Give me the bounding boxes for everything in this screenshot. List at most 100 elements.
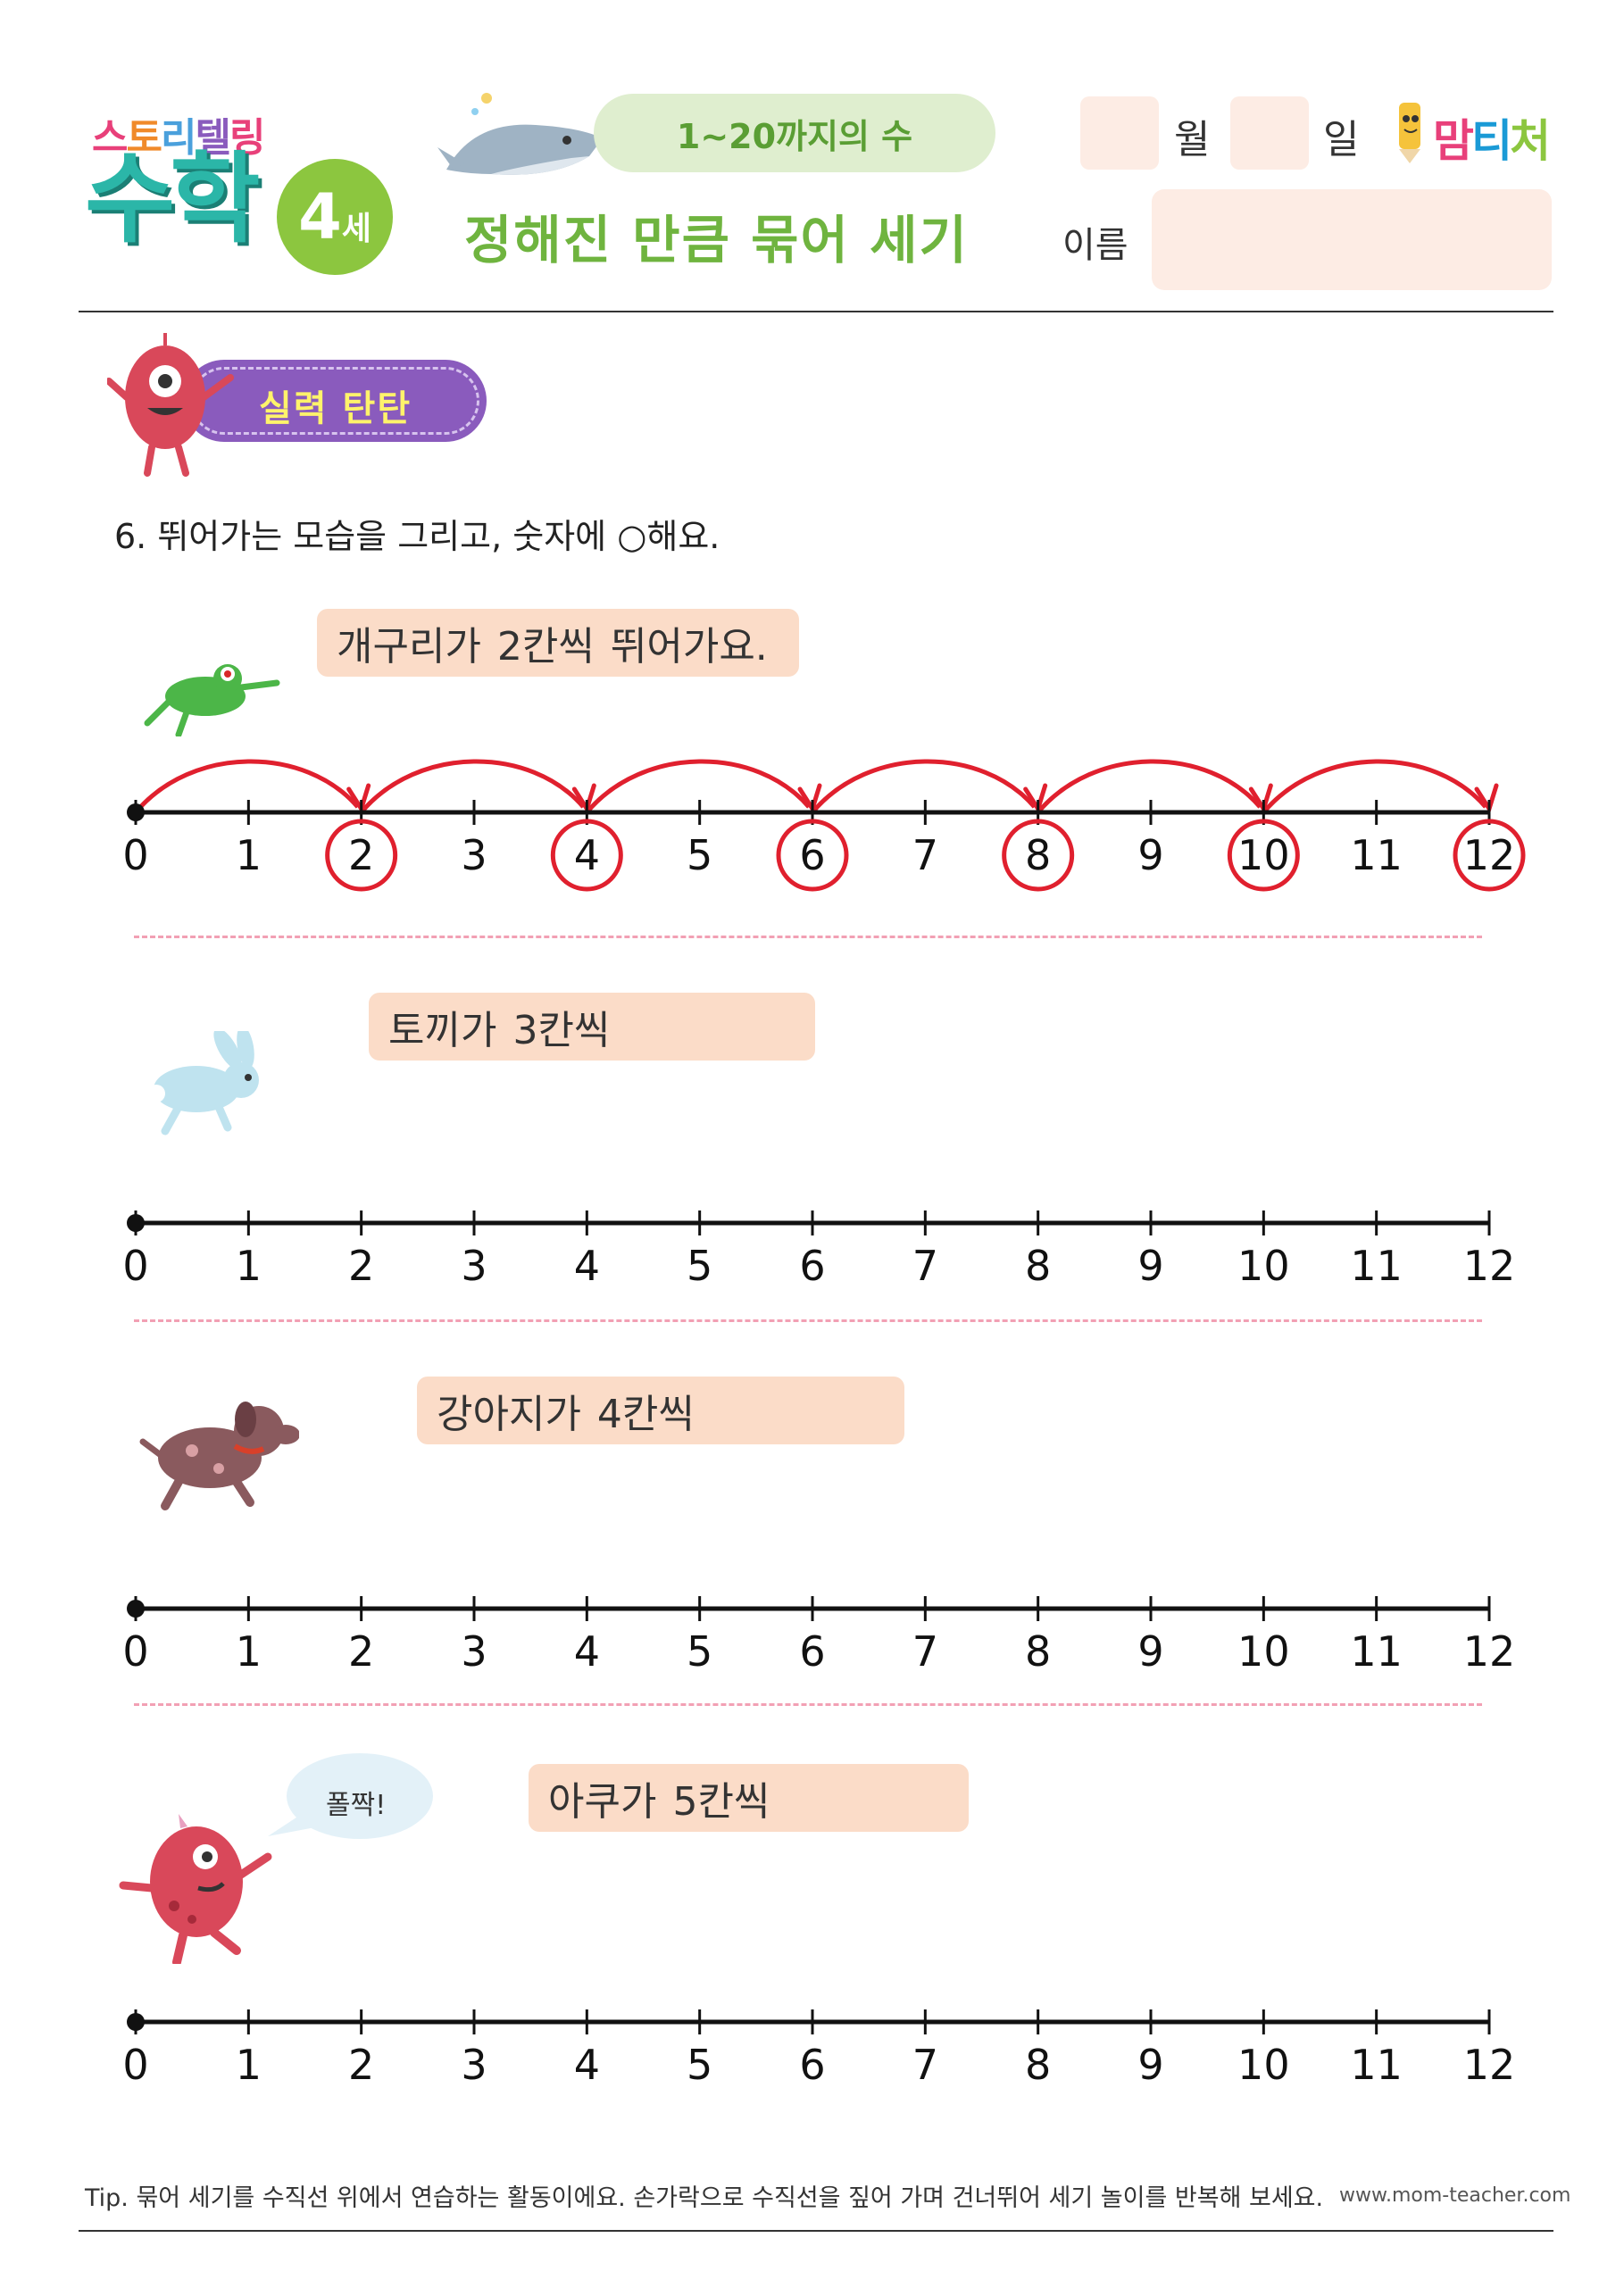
tick-label[interactable]: 11 <box>1350 831 1403 879</box>
circle-symbol: ○ <box>617 517 647 556</box>
tick-label[interactable]: 0 <box>122 2041 148 2089</box>
hop-arc <box>134 759 360 814</box>
tick-label[interactable]: 2 <box>348 2041 374 2089</box>
tick-label[interactable]: 2 <box>348 831 374 879</box>
publisher-logo: 맘티처 <box>1433 105 1551 170</box>
tick-label[interactable]: 9 <box>1137 1627 1163 1676</box>
tick-label[interactable]: 11 <box>1350 1627 1403 1676</box>
instruction: 6. 뛰어가는 모습을 그리고, 숫자에 ○해요. <box>114 509 720 558</box>
tick-label[interactable]: 0 <box>122 1242 148 1290</box>
section-label: 실력 탄탄 <box>259 388 412 429</box>
tick-label[interactable]: 6 <box>799 831 825 879</box>
tick-label[interactable]: 0 <box>122 1627 148 1676</box>
hop-arrowhead <box>1474 783 1499 814</box>
month-field[interactable] <box>1080 96 1159 170</box>
problem-label: 개구리가 2칸씩 뛰어가요. <box>317 609 799 677</box>
tick-label[interactable]: 9 <box>1137 831 1163 879</box>
speech-bubble-icon <box>268 1753 433 1839</box>
name-field[interactable] <box>1152 189 1552 290</box>
animal-name: 개구리가 <box>337 624 481 670</box>
tick-label[interactable]: 8 <box>1025 831 1051 879</box>
tick-label[interactable]: 12 <box>1463 831 1516 879</box>
tick-label[interactable]: 10 <box>1237 2041 1290 2089</box>
problem-label: 강아지가 4칸씩 <box>417 1377 904 1444</box>
tick-label[interactable]: 10 <box>1237 831 1290 879</box>
tick-label[interactable]: 2 <box>348 1242 374 1290</box>
tick-label[interactable]: 10 <box>1237 1627 1290 1676</box>
tick-label[interactable]: 8 <box>1025 2041 1051 2089</box>
tick-label[interactable]: 7 <box>912 1627 938 1676</box>
brand-char: 텔 <box>195 115 231 161</box>
hop-arc <box>585 759 811 814</box>
tick-label[interactable]: 8 <box>1025 1242 1051 1290</box>
tick-label[interactable]: 10 <box>1237 1242 1290 1290</box>
instruction-text-end: 해요. <box>646 517 720 556</box>
step-count: 2칸씩 <box>496 624 595 670</box>
instruction-text: 6. 뛰어가는 모습을 그리고, 숫자에 <box>114 517 618 556</box>
tick-label[interactable]: 12 <box>1463 2041 1516 2089</box>
tick-label[interactable]: 7 <box>912 1242 938 1290</box>
logo-char: 맘 <box>1433 115 1474 167</box>
tick-label[interactable]: 4 <box>574 831 600 879</box>
brand-series-title: 스토리텔링 <box>92 105 265 162</box>
animal-name: 강아지가 <box>437 1392 581 1437</box>
day-label: 일 <box>1323 117 1360 162</box>
tick-label[interactable]: 4 <box>574 1627 600 1676</box>
tick-label[interactable]: 12 <box>1463 1627 1516 1676</box>
rabbit-icon <box>147 1031 259 1136</box>
tick-label[interactable]: 7 <box>912 831 938 879</box>
tick-label[interactable]: 1 <box>236 1242 262 1290</box>
tick-label[interactable]: 5 <box>687 1242 712 1290</box>
puppy-icon <box>139 1402 299 1510</box>
frog-icon <box>144 664 280 736</box>
hop-arc <box>1036 759 1262 814</box>
tick-label[interactable]: 9 <box>1137 1242 1163 1290</box>
answer-circle <box>1453 819 1526 892</box>
tick-label[interactable]: 6 <box>799 1627 825 1676</box>
day-field[interactable] <box>1230 96 1309 170</box>
pencil-mascot-icon <box>1399 103 1420 163</box>
tick-label[interactable]: 5 <box>687 831 712 879</box>
answer-circle <box>325 819 398 892</box>
tick-label[interactable]: 8 <box>1025 1627 1051 1676</box>
tick-label[interactable]: 0 <box>122 831 148 879</box>
monster-icon <box>119 1814 272 1964</box>
tick-label[interactable]: 1 <box>236 831 262 879</box>
tick-label[interactable]: 6 <box>799 1242 825 1290</box>
tick-label[interactable]: 4 <box>574 2041 600 2089</box>
number-line-2: 0 1 2 3 4 5 6 7 8 9 10 11 12 <box>122 1210 1516 1290</box>
problem-label: 아쿠가 5칸씩 <box>529 1764 969 1832</box>
section-divider <box>134 1703 1482 1706</box>
tick-label[interactable]: 3 <box>461 1242 487 1290</box>
hop-arc <box>359 759 586 814</box>
brand-char: 토 <box>126 115 162 161</box>
header-divider <box>79 311 1553 312</box>
tick-label[interactable]: 4 <box>574 1242 600 1290</box>
number-line-3: 0 1 2 3 4 5 6 7 8 9 10 11 12 <box>122 1596 1516 1676</box>
tick-label[interactable]: 5 <box>687 2041 712 2089</box>
logo-char: 처 <box>1510 115 1551 167</box>
tick-label[interactable]: 7 <box>912 2041 938 2089</box>
number-line-1: 0 1 2 3 4 5 6 7 8 9 10 11 12 <box>122 759 1526 892</box>
section-divider <box>134 1319 1482 1322</box>
tick-label[interactable]: 1 <box>236 1627 262 1676</box>
step-count: 5칸씩 <box>672 1779 770 1825</box>
label-tail: 뛰어가요. <box>610 624 768 670</box>
tick-label[interactable]: 6 <box>799 2041 825 2089</box>
step-count: 3칸씩 <box>512 1008 611 1053</box>
tick-label[interactable]: 9 <box>1137 2041 1163 2089</box>
answer-circle <box>1227 819 1300 892</box>
tick-label[interactable]: 11 <box>1350 1242 1403 1290</box>
tick-label[interactable]: 1 <box>236 2041 262 2089</box>
website-url[interactable]: www.mom-teacher.com <box>1339 2184 1571 2207</box>
tick-label[interactable]: 11 <box>1350 2041 1403 2089</box>
animal-name: 아쿠가 <box>548 1779 657 1825</box>
tick-label[interactable]: 2 <box>348 1627 374 1676</box>
tick-label[interactable]: 3 <box>461 2041 487 2089</box>
tick-label[interactable]: 3 <box>461 1627 487 1676</box>
logo-char: 티 <box>1471 115 1512 167</box>
tick-label[interactable]: 5 <box>687 1627 712 1676</box>
tick-label[interactable]: 3 <box>461 831 487 879</box>
tick-label[interactable]: 12 <box>1463 1242 1516 1290</box>
